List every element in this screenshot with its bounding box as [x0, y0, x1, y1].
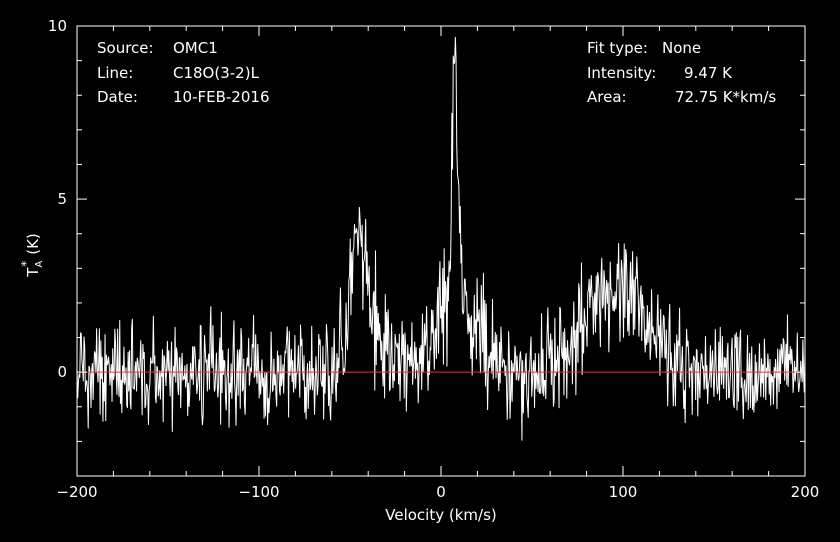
x-tick-label: 200 — [791, 483, 820, 501]
intensity-label: Intensity: — [587, 64, 656, 82]
source-value: OMC1 — [173, 39, 218, 57]
fit-type-value: None — [662, 39, 701, 57]
source-label: Source: — [97, 39, 154, 57]
x-tick-label: 100 — [609, 483, 638, 501]
line-label: Line: — [97, 64, 133, 82]
x-tick-label: −100 — [238, 483, 279, 501]
area-label: Area: — [587, 88, 627, 106]
line-value: C18O(3-2)L — [173, 64, 260, 82]
y-tick-label: 10 — [48, 17, 67, 35]
intensity-value: 9.47 K — [684, 64, 733, 82]
date-label: Date: — [97, 88, 138, 106]
y-tick-label: 0 — [57, 363, 67, 381]
x-tick-label: −200 — [56, 483, 97, 501]
x-axis-label: Velocity (km/s) — [385, 506, 496, 524]
tick-layer: −200 −100 0 100 200 0 5 10 — [48, 17, 819, 501]
y-axis-label: TA* (K) — [19, 233, 45, 278]
svg-text:TA*(K): TA* (K) — [19, 233, 45, 278]
date-value: 10-FEB-2016 — [173, 88, 269, 106]
y-axis-label-unit: (K) — [24, 233, 42, 255]
fit-type-label: Fit type: — [587, 39, 648, 57]
spectrum-layer — [76, 37, 806, 441]
y-axis-label-sub: A — [34, 261, 45, 268]
y-tick-label: 5 — [57, 190, 67, 208]
area-value: 72.75 K*km/s — [675, 88, 776, 106]
y-axis-label-sup: * — [19, 261, 33, 267]
x-tick-label: 0 — [436, 483, 446, 501]
y-axis-label-main: T — [24, 267, 42, 278]
